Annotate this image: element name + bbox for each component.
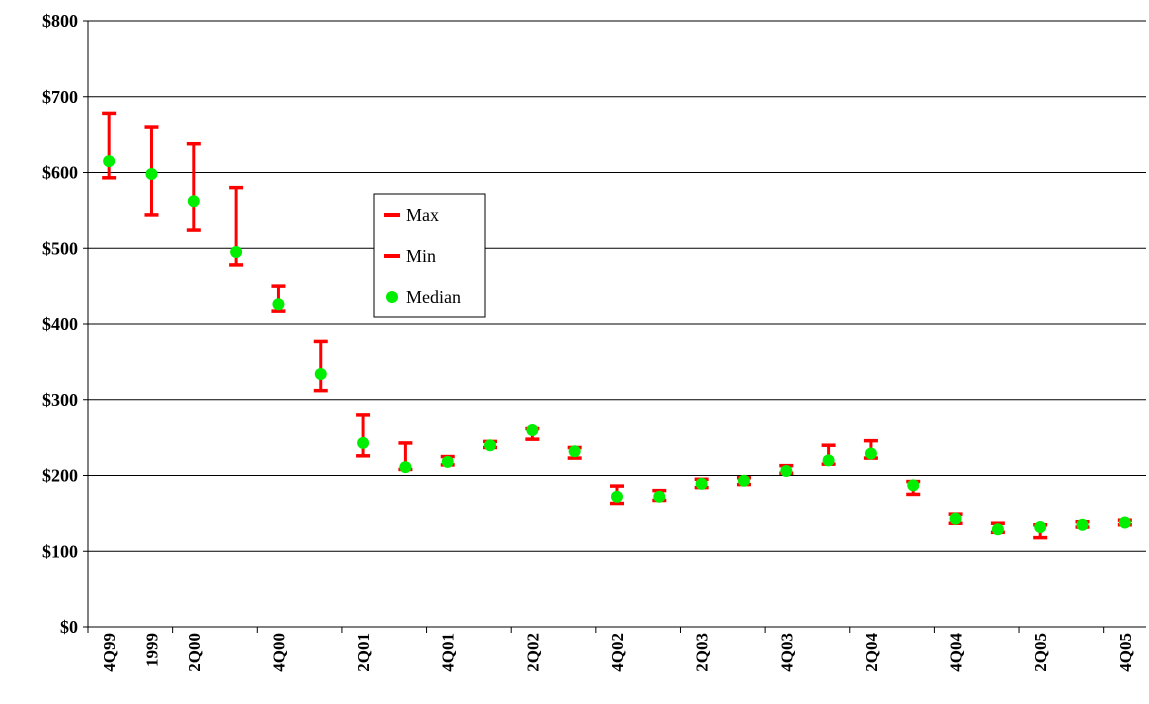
gridlines [88, 20, 1146, 552]
median-point [187, 195, 200, 208]
y-axis-tick-labels: $0 $100 $200 $300 $400 $500 $600 $700 $800 [42, 11, 78, 637]
x-tick-label: 4Q02 [608, 633, 627, 672]
x-tick-label: 2Q00 [185, 633, 204, 672]
median-point [526, 424, 539, 437]
x-tick-label: 4Q04 [947, 633, 966, 672]
y-tick-label: $100 [42, 541, 78, 561]
median-point [1076, 518, 1089, 531]
x-tick-label: 2Q04 [862, 633, 881, 672]
median-point [864, 447, 877, 460]
median-point [611, 490, 623, 503]
median-point [357, 436, 370, 449]
y-tick-label: $300 [42, 390, 78, 410]
legend-max-label: Max [406, 205, 439, 225]
median-point [441, 455, 454, 468]
median-point [737, 474, 750, 487]
x-tick-label: 4Q00 [269, 633, 288, 672]
x-tick-label: 4Q05 [1116, 633, 1135, 672]
median-point [907, 479, 920, 492]
median-point [568, 445, 581, 458]
x-tick-label: 4Q99 [100, 633, 119, 672]
x-tick-label: 2Q03 [693, 633, 712, 672]
range-bars [102, 111, 1132, 540]
median-point [653, 490, 666, 503]
median-point [399, 461, 412, 474]
x-tick-label: 4Q01 [439, 633, 458, 672]
median-point [695, 477, 708, 490]
y-tick-label: $500 [42, 238, 78, 258]
median-point [272, 298, 285, 311]
median-point [780, 464, 793, 477]
median-point [949, 512, 962, 525]
x-tick-label: 1999 [142, 633, 161, 667]
median-point [484, 439, 497, 452]
y-tick-label: $800 [42, 11, 78, 31]
legend-median-label: Median [406, 287, 461, 307]
y-tick-label: $600 [42, 163, 78, 183]
x-axis-tick-labels: 4Q99 1999 2Q00 4Q00 2Q01 4Q01 2Q02 4Q02 2Q03 4Q03… [100, 633, 1135, 672]
median-point [145, 168, 158, 181]
legend: Max Min Median [373, 193, 486, 318]
median-point [1034, 521, 1047, 534]
median-point [314, 367, 327, 380]
y-tick-label: $200 [42, 466, 78, 486]
x-tick-label: 2Q02 [523, 633, 542, 672]
y-tick-label: $700 [42, 87, 78, 107]
legend-median-marker [386, 291, 398, 303]
median-point [1118, 516, 1131, 529]
median-points [103, 155, 1131, 536]
median-point [991, 523, 1004, 536]
median-point [103, 155, 116, 168]
x-tick-label: 2Q01 [354, 633, 373, 672]
x-tick-label: 2Q05 [1031, 633, 1050, 672]
x-tick-label: 4Q03 [777, 633, 796, 672]
legend-min-label: Min [406, 246, 436, 266]
y-tick-label: $0 [60, 617, 78, 637]
median-point [822, 454, 835, 467]
y-tick-label: $400 [42, 314, 78, 334]
median-point [230, 246, 243, 259]
axes [83, 20, 1146, 633]
